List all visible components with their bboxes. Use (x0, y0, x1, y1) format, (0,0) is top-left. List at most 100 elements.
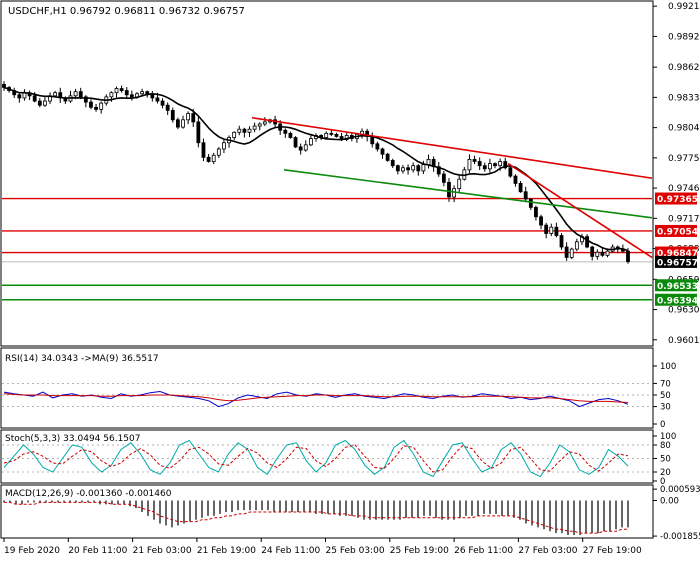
stoch-title: Stoch(5,3,3) 33.0494 56.1507 (5, 434, 140, 444)
candle-body (237, 128, 242, 133)
candle-body (549, 226, 554, 234)
candle-body (534, 206, 538, 218)
price-tick-label: 0.98625 (668, 63, 700, 73)
candle-body (43, 100, 47, 106)
candle-body (626, 250, 630, 262)
candle-body (574, 241, 579, 250)
candle-body (303, 144, 308, 151)
time-tick-label: 21 Feb 03:00 (133, 546, 192, 556)
price-tick-label: 0.97175 (668, 214, 700, 224)
time-tick-label: 27 Feb 03:00 (518, 546, 577, 556)
sub-tick-label: 70 (660, 379, 671, 389)
level-tag-label: 0.96757 (657, 258, 698, 268)
candle-body (595, 251, 600, 257)
sub-tick-label: 0.00 (660, 497, 679, 507)
candle-body (247, 128, 252, 133)
candlestick-series (2, 81, 630, 264)
candle-body (590, 246, 595, 257)
level-tag-label: 0.97365 (657, 195, 698, 205)
candle-body (569, 248, 574, 258)
candle-body (83, 96, 88, 103)
candle-body (119, 88, 124, 92)
candle-body (528, 198, 533, 208)
time-tick-label: 24 Feb 11:00 (261, 546, 320, 556)
rsi-title: RSI(14) 34.0343 ->MA(9) 36.5517 (5, 354, 159, 364)
sub-tick-label: 100 (660, 362, 676, 372)
rsi-line (3, 390, 629, 408)
level-tag-bg (655, 224, 697, 237)
trendline-red-steep (507, 162, 653, 259)
candle-body (109, 92, 114, 98)
candle-body (150, 94, 155, 99)
candle-body (426, 159, 431, 166)
candle-body (441, 173, 446, 183)
candle-body (600, 251, 605, 256)
sub-tick-label: 80 (660, 441, 671, 451)
candle-body (498, 161, 503, 167)
time-tick-label: 26 Feb 11:00 (454, 546, 513, 556)
candle-body (165, 104, 170, 111)
candle-body (155, 97, 160, 102)
macd-title: MACD(12,26,9) -0.001360 -0.001460 (5, 489, 172, 499)
candle-body (385, 153, 390, 161)
time-tick-label: 21 Feb 19:00 (197, 546, 256, 556)
sub-tick-label: 100 (660, 432, 676, 442)
candle-body (78, 91, 83, 98)
macd-histogram (3, 500, 629, 536)
price-tick-label: 0.98335 (668, 93, 700, 103)
candle-body (554, 226, 559, 236)
candle-body (140, 91, 144, 95)
sub-tick-label: -0.001855 (660, 532, 700, 542)
candle-body (416, 165, 421, 172)
candle-body (201, 142, 206, 158)
candle-body (513, 175, 518, 184)
candle-body (559, 235, 564, 248)
candle-body (411, 165, 416, 171)
rsi-axis: 100 70 50 30 0 (653, 362, 676, 430)
candle-body (447, 181, 451, 198)
candle-body (523, 191, 528, 200)
sub-tick-label: 0.000593 (660, 485, 700, 495)
sub-tick-label: 0 (660, 420, 665, 430)
level-tag-label: 0.96533 (657, 282, 698, 292)
candle-body (186, 113, 191, 121)
time-tick-label: 25 Feb 03:00 (326, 546, 385, 556)
level-tag-bg (655, 279, 697, 292)
candle-body (2, 83, 6, 88)
candle-body (406, 167, 410, 171)
candle-body (53, 92, 58, 97)
candle-body (395, 165, 400, 172)
candle-body (503, 161, 508, 169)
candle-body (170, 110, 175, 121)
candle-body (114, 88, 119, 94)
chart-header: USDCHF,H1 0.96792 0.96811 0.96732 0.9675… (8, 6, 245, 17)
rsi-panel[interactable]: 100 70 50 30 0 RSI(14) 34.0343 ->MA(9) 36.55… (0, 347, 676, 430)
candle-body (222, 142, 226, 150)
sub-tick-label: 50 (660, 391, 671, 401)
candle-body (191, 113, 196, 123)
stochastic-signal-line (3, 444, 629, 473)
candle-body (390, 160, 395, 167)
level-tag-label: 0.97054 (657, 227, 698, 237)
candle-body (308, 138, 313, 146)
candle-body (334, 134, 339, 137)
candle-body (298, 146, 303, 151)
candle-body (232, 131, 237, 138)
candle-body (482, 165, 487, 170)
candle-body (493, 163, 497, 167)
sub-tick-label: 30 (660, 403, 671, 413)
candle-body (518, 183, 523, 193)
candle-body (585, 236, 589, 248)
candle-body (380, 148, 385, 155)
candle-body (508, 167, 513, 177)
candle-body (436, 166, 441, 175)
macd-panel[interactable]: 0.000593 0.00 -0.001855 MACD(12,26,9) -0.0… (0, 484, 700, 542)
macd-signal-line (4, 501, 628, 534)
candle-body (176, 119, 180, 128)
